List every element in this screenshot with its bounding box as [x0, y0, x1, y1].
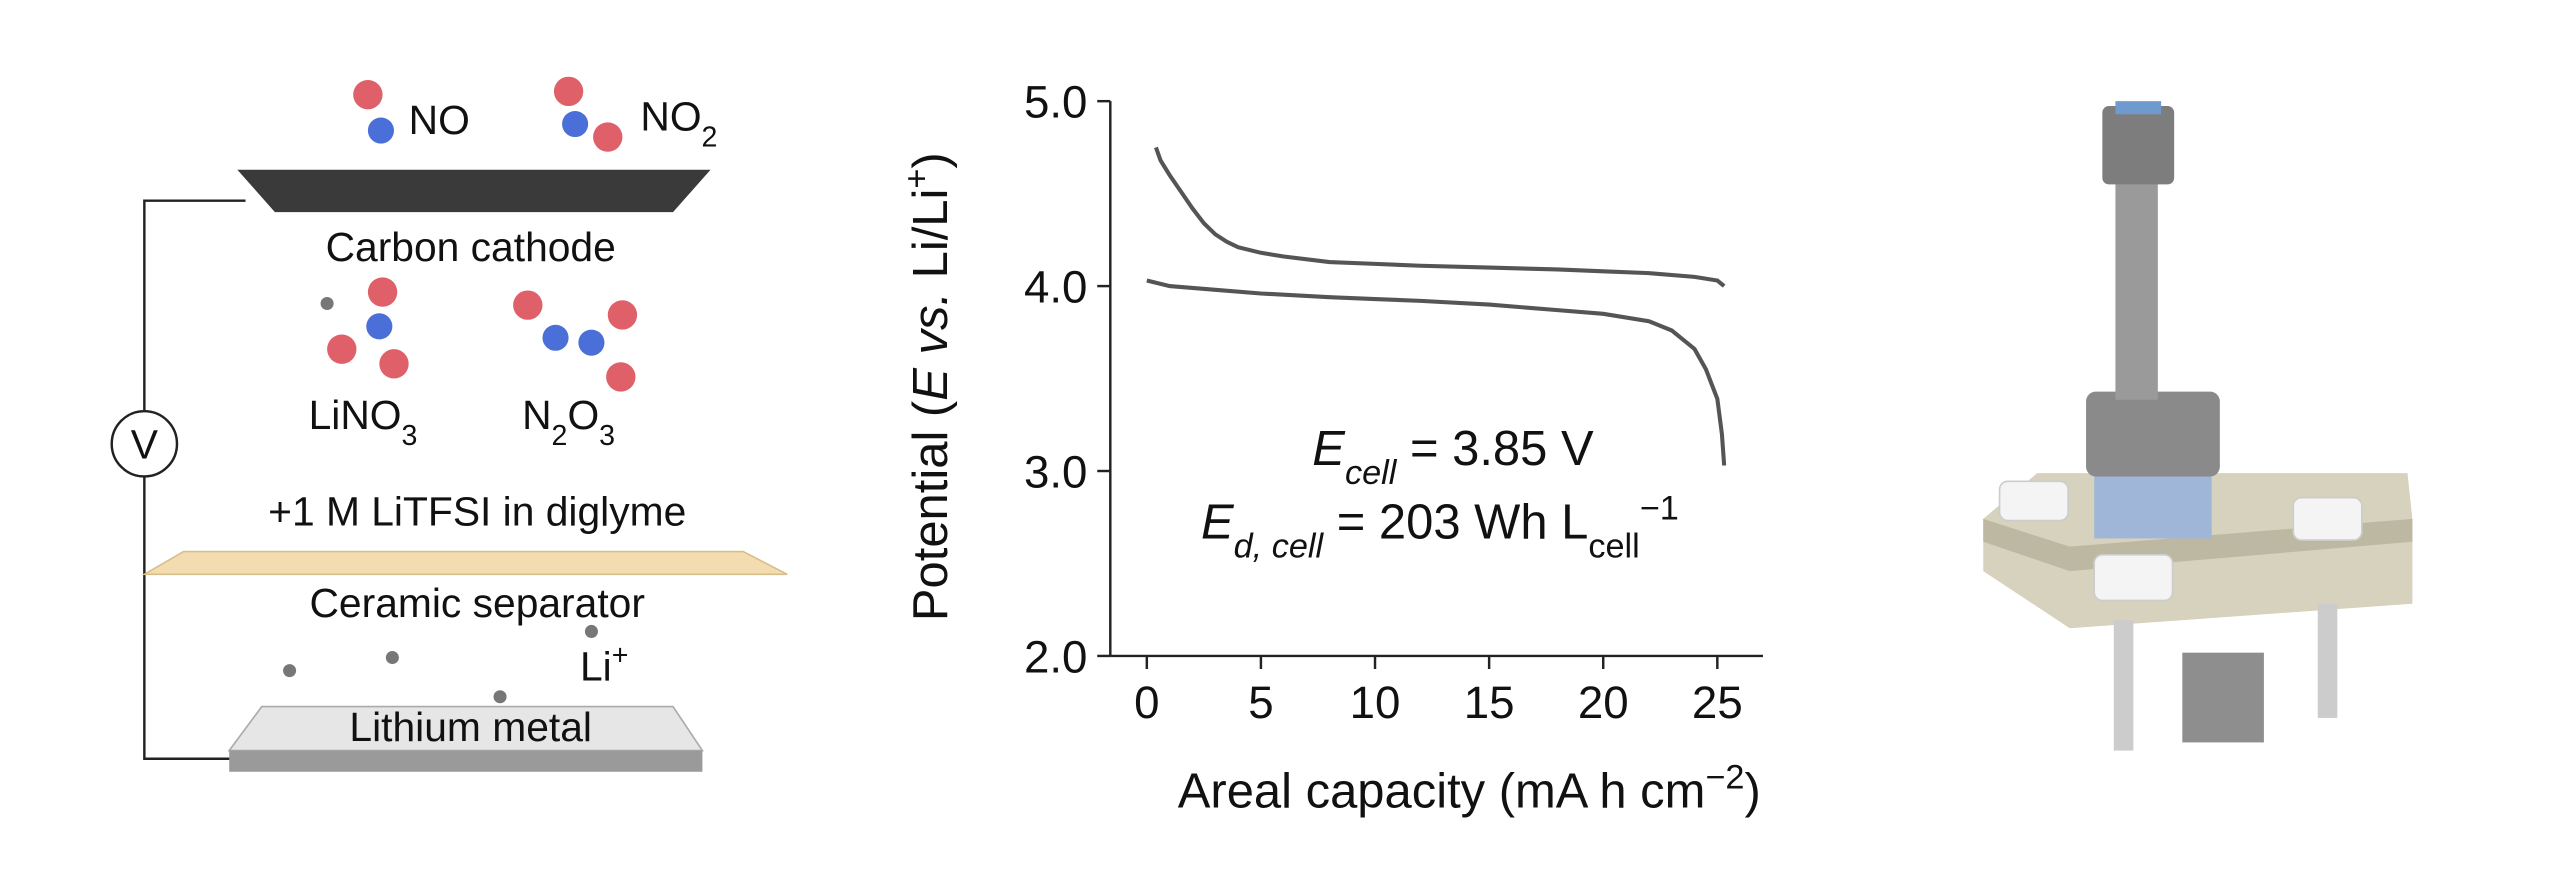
text-segment: Li/Li [904, 189, 958, 292]
hex-nut [2086, 391, 2220, 477]
bolt [2113, 620, 2134, 751]
text-segment: Potential ( [904, 400, 958, 621]
bolt-head [1998, 480, 2069, 522]
li-atom [584, 624, 598, 638]
text-segment: = 3.85 V [1396, 422, 1594, 476]
atom [367, 277, 398, 307]
atom [353, 79, 383, 110]
text-segment: N [522, 392, 551, 438]
bolt-head [2093, 553, 2174, 602]
x-axis-label: Areal capacity (mA h cm−2) [1178, 759, 1761, 819]
cathode [237, 169, 711, 213]
atom [513, 290, 543, 320]
text-segment: + [612, 639, 629, 671]
annotation: Ed, cell = 203 Wh Lcell−1 [1201, 489, 1679, 565]
atom [606, 362, 636, 392]
x-tick-label: 5 [1248, 677, 1273, 728]
text-segment: −2 [1705, 759, 1744, 797]
text-segment: cell [1588, 527, 1639, 565]
cell-photo [1983, 101, 2413, 751]
text-segment: 2 [552, 420, 568, 452]
text-segment: NO [640, 94, 701, 140]
text-segment: 3 [402, 420, 418, 452]
bolt [2317, 603, 2338, 718]
wire [143, 199, 246, 760]
data-line [1154, 146, 1726, 288]
text-segment: Areal capacity (mA h cm [1178, 765, 1706, 819]
text-segment: −1 [1640, 489, 1679, 527]
atom [327, 334, 357, 364]
top-nut [2102, 106, 2175, 185]
cell-diagram: V Carbon cathode NO NO2 LiNO3 N2O3 +1 M … [110, 76, 788, 772]
li-atom [283, 664, 297, 678]
x-tick-label: 25 [1692, 677, 1743, 728]
li-atom [320, 296, 334, 311]
atom [367, 117, 394, 144]
text-segment: ) [904, 152, 958, 168]
y-tick-label: 3.0 [1024, 446, 1088, 497]
window [2094, 473, 2212, 539]
anode-edge [229, 750, 703, 772]
atom [379, 349, 409, 379]
text-segment: = 203 Wh L [1323, 495, 1588, 549]
electrolyte-label: +1 M LiTFSI in diglyme [268, 488, 686, 534]
separator [141, 550, 788, 576]
molecule-label: N2O3 [522, 392, 615, 452]
ion-label: Li+ [580, 639, 628, 689]
text-segment: + [898, 169, 936, 189]
atom [553, 76, 584, 107]
atom [578, 329, 605, 356]
atom [542, 324, 569, 351]
molecule-label: NO2 [640, 94, 717, 154]
text-segment: Li [580, 643, 612, 689]
atom [366, 313, 393, 340]
voltmeter [110, 409, 179, 478]
atom [593, 122, 623, 152]
stem [2115, 171, 2158, 400]
x-tick-label: 20 [1578, 677, 1629, 728]
anode-label: Lithium metal [349, 704, 592, 750]
atom [607, 300, 638, 330]
text-segment: E [904, 367, 958, 401]
atom [562, 110, 589, 138]
molecule-label: LiNO3 [309, 392, 418, 452]
text-segment: O [567, 392, 599, 438]
x-tick-label: 10 [1350, 677, 1401, 728]
x-tick-label: 0 [1134, 677, 1159, 728]
separator-label: Ceramic separator [309, 580, 644, 626]
text-segment [904, 355, 958, 369]
nut [2182, 652, 2264, 743]
y-tick-label: 5.0 [1024, 76, 1088, 127]
bolt-head [2292, 496, 2363, 541]
top-cap [2115, 101, 2162, 115]
text-segment: E [1312, 422, 1346, 476]
text-segment: 3 [599, 420, 615, 452]
text-segment: d, cell [1234, 527, 1325, 565]
text-segment: ) [1744, 765, 1760, 819]
y-tick-label: 2.0 [1024, 631, 1088, 682]
y-axis-label: Potential (E vs. Li/Li+) [898, 152, 958, 621]
text-segment: vs. [904, 292, 958, 355]
annotation: Ecell = 3.85 V [1312, 422, 1594, 492]
li-atom [385, 651, 399, 665]
text-segment: cell [1345, 454, 1398, 492]
data-line [1146, 278, 1727, 466]
molecule-label: NO [409, 97, 470, 143]
cathode-label: Carbon cathode [326, 224, 616, 270]
text-segment: 2 [702, 122, 718, 154]
voltmeter-label: V [131, 422, 159, 468]
text-segment: E [1201, 495, 1235, 549]
y-tick-label: 4.0 [1024, 261, 1088, 312]
text-segment: LiNO [309, 392, 402, 438]
li-atom [493, 690, 507, 704]
x-tick-label: 15 [1464, 677, 1515, 728]
